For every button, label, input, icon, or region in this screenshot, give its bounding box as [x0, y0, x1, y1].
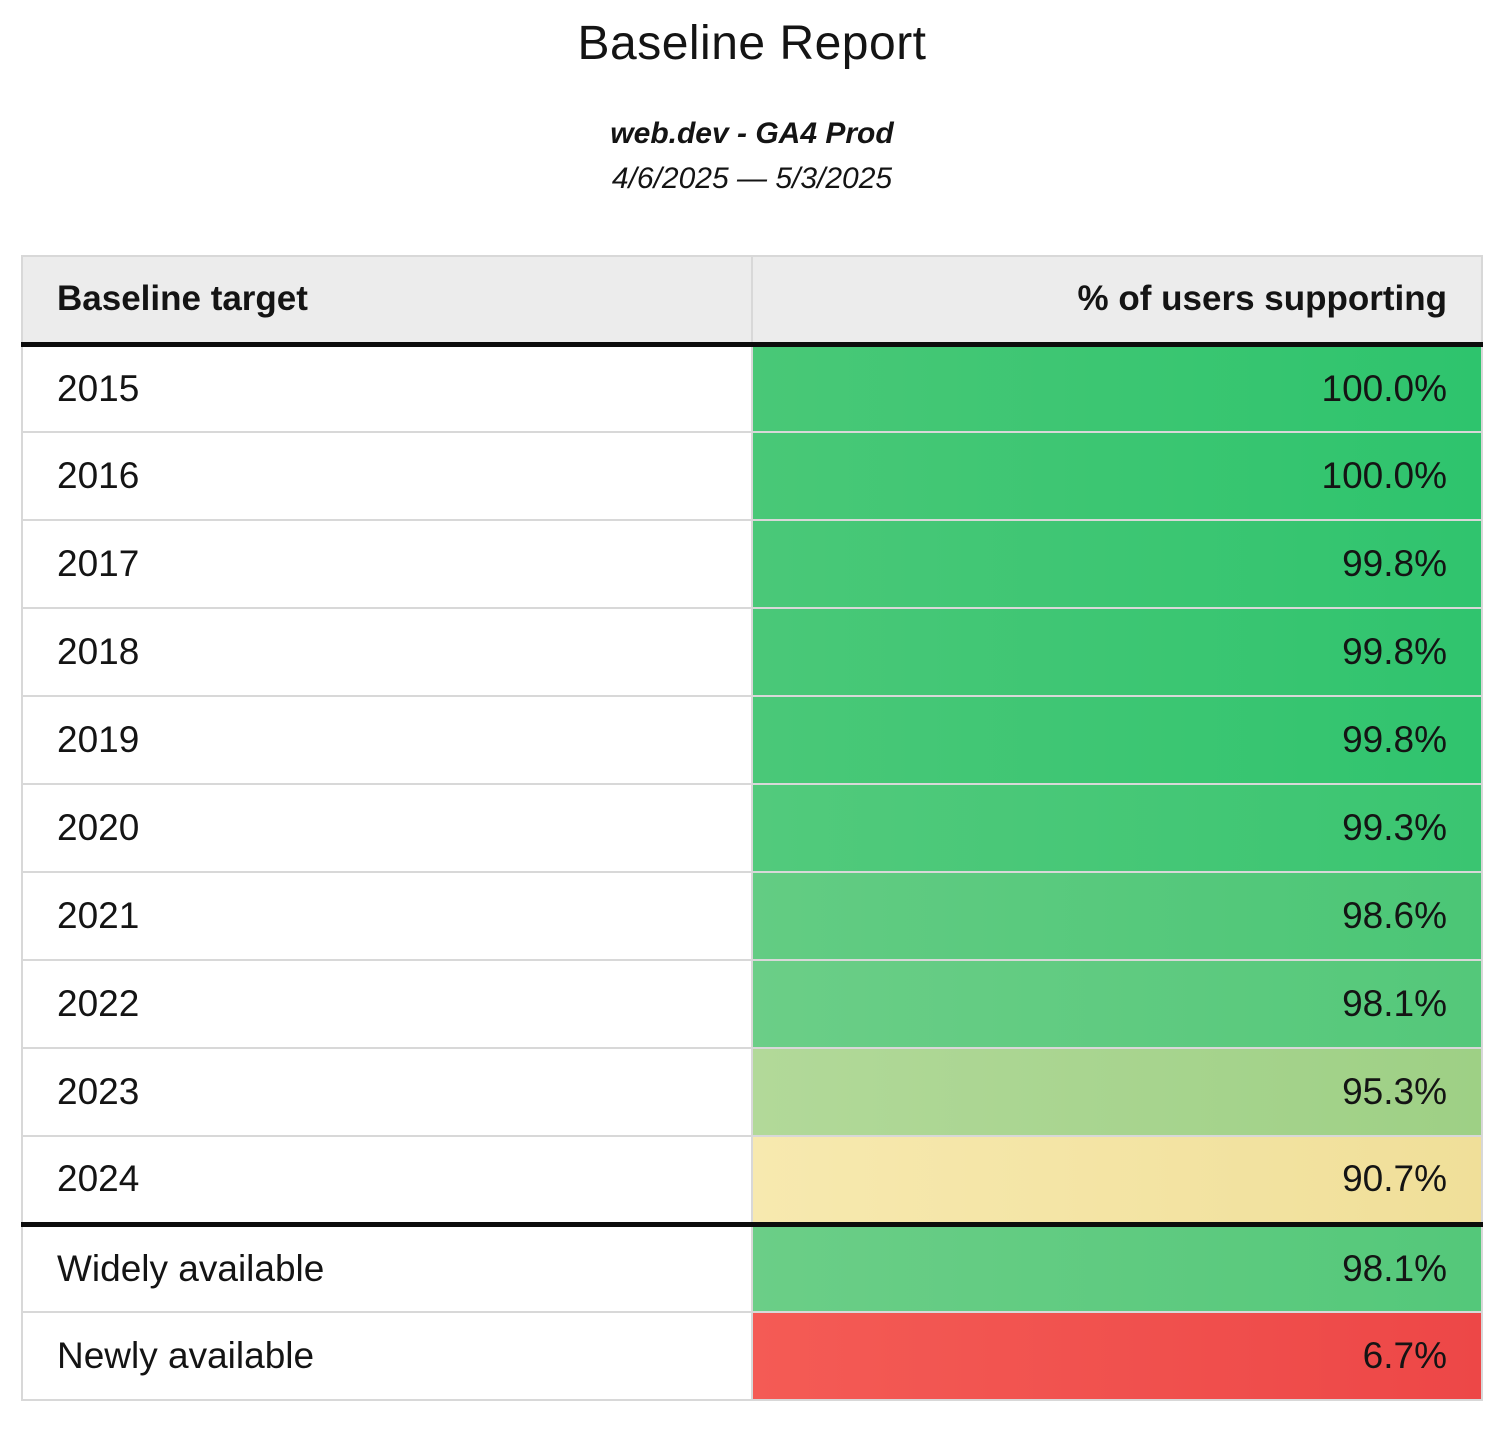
baseline-target-cell: 2024	[21, 1135, 753, 1225]
baseline-target-cell: 2016	[21, 431, 753, 521]
table-row: 2022 98.1%	[21, 959, 1483, 1049]
page-title: Baseline Report	[577, 17, 927, 70]
support-percent-cell: 98.1%	[751, 1221, 1483, 1313]
baseline-report-table: Baseline target % of users supporting 20…	[21, 255, 1483, 1401]
baseline-target-cell: Newly available	[21, 1311, 753, 1401]
table-row: 2017 99.8%	[21, 519, 1483, 609]
baseline-target-cell: 2023	[21, 1047, 753, 1137]
table-row: 2018 99.8%	[21, 607, 1483, 697]
baseline-target-cell: 2017	[21, 519, 753, 609]
support-percent-cell: 90.7%	[751, 1135, 1483, 1225]
support-percent-cell: 99.3%	[751, 783, 1483, 873]
table-body: 2015 100.0% 2016 100.0% 2017 99.8% 2018 …	[21, 343, 1483, 1401]
column-header-percent-supporting: % of users supporting	[751, 255, 1483, 347]
support-percent-cell: 99.8%	[751, 695, 1483, 785]
baseline-target-cell: 2015	[21, 343, 753, 433]
baseline-target-cell: 2021	[21, 871, 753, 961]
baseline-target-cell: Widely available	[21, 1221, 753, 1313]
table-row: 2015 100.0%	[21, 343, 1483, 433]
table-header: Baseline target % of users supporting	[21, 255, 1483, 347]
table-row: Widely available 98.1%	[21, 1221, 1483, 1313]
support-percent-cell: 100.0%	[751, 343, 1483, 433]
report-header: Baseline Report web.dev - GA4 Prod 4/6/2…	[0, 16, 1504, 195]
table-row: 2020 99.3%	[21, 783, 1483, 873]
support-percent-cell: 99.8%	[751, 607, 1483, 697]
support-percent-cell: 98.1%	[751, 959, 1483, 1049]
support-percent-cell: 99.8%	[751, 519, 1483, 609]
table-row: 2023 95.3%	[21, 1047, 1483, 1137]
table-header-row: Baseline target % of users supporting	[21, 255, 1483, 347]
baseline-target-cell: 2018	[21, 607, 753, 697]
table-row: 2024 90.7%	[21, 1135, 1483, 1225]
support-percent-cell: 95.3%	[751, 1047, 1483, 1137]
column-header-baseline-target: Baseline target	[21, 255, 753, 347]
baseline-target-cell: 2019	[21, 695, 753, 785]
baseline-target-cell: 2020	[21, 783, 753, 873]
report-date-range: 4/6/2025 — 5/3/2025	[611, 162, 893, 195]
table-row: 2019 99.8%	[21, 695, 1483, 785]
report-property: web.dev - GA4 Prod	[610, 117, 894, 150]
baseline-target-cell: 2022	[21, 959, 753, 1049]
support-percent-cell: 98.6%	[751, 871, 1483, 961]
support-percent-cell: 100.0%	[751, 431, 1483, 521]
table-row: 2021 98.6%	[21, 871, 1483, 961]
table-row: 2016 100.0%	[21, 431, 1483, 521]
table-row: Newly available 6.7%	[21, 1311, 1483, 1401]
support-percent-cell: 6.7%	[751, 1311, 1483, 1401]
